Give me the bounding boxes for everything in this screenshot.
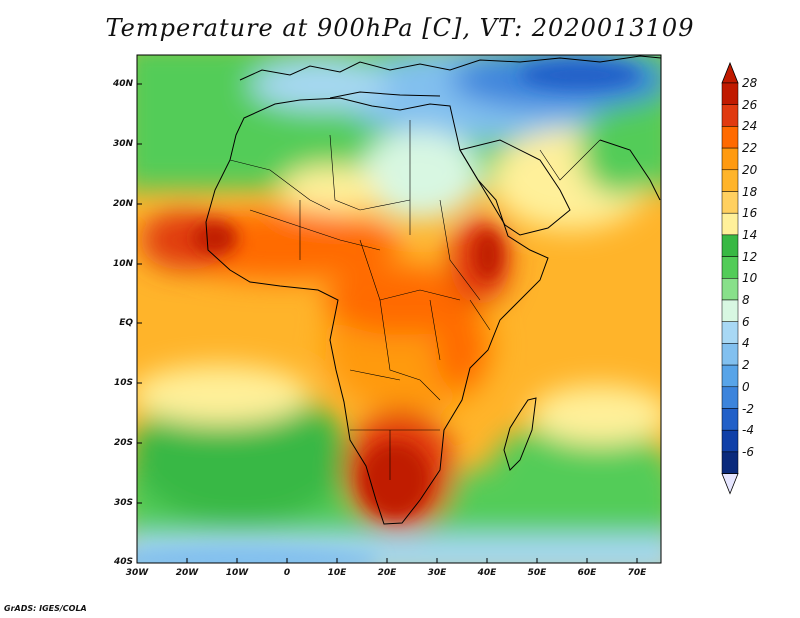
lon-label-20e: 20E bbox=[377, 568, 397, 578]
colorbar-label: 4 bbox=[742, 336, 750, 351]
lon-label-0: 0 bbox=[283, 568, 291, 578]
lat-label-30n: 30N bbox=[112, 139, 133, 149]
colorbar-label: 8 bbox=[742, 293, 750, 307]
colorbar-swatch bbox=[721, 147, 739, 171]
colorbar-label: 28 bbox=[742, 76, 758, 90]
colorbar-swatch bbox=[721, 169, 739, 192]
temperature-field bbox=[137, 55, 661, 563]
lon-label-50e: 50E bbox=[527, 568, 547, 578]
colorbar bbox=[721, 61, 739, 495]
colorbar-swatch bbox=[721, 191, 739, 214]
colorbar-label: 0 bbox=[742, 379, 750, 394]
colorbar-swatch bbox=[721, 256, 739, 279]
colorbar-label: -4 bbox=[742, 423, 754, 438]
colorbar-swatch bbox=[721, 126, 739, 149]
colorbar-swatch bbox=[721, 386, 739, 409]
colorbar-label: 24 bbox=[742, 119, 758, 134]
lon-label-70e: 70E bbox=[627, 568, 647, 578]
lat-label-40s: 40S bbox=[113, 557, 133, 567]
lat-label-10s: 10S bbox=[113, 378, 133, 388]
lon-label-30w: 30W bbox=[125, 568, 149, 578]
colorbar-swatch bbox=[721, 429, 739, 453]
colorbar-label: 2 bbox=[742, 358, 750, 373]
map-title: Temperature at 900hPa [C], VT: 202001310… bbox=[105, 14, 695, 42]
lon-label-10e: 10E bbox=[327, 568, 347, 578]
colorbar-swatch bbox=[721, 299, 739, 322]
lon-label-30e: 30E bbox=[427, 568, 447, 578]
lat-label-eq: EQ bbox=[119, 318, 133, 328]
lat-ticks bbox=[137, 83, 142, 504]
lat-label-20s: 20S bbox=[113, 438, 133, 448]
colorbar-label: 20 bbox=[742, 162, 758, 177]
lon-ticks bbox=[186, 558, 638, 563]
lon-label-10w: 10W bbox=[225, 568, 249, 578]
colorbar-swatch bbox=[721, 234, 739, 257]
colorbar-label: 6 bbox=[742, 314, 750, 329]
plot-frame bbox=[136, 54, 662, 564]
colorbar-label: 18 bbox=[742, 184, 758, 199]
colorbar-swatch bbox=[721, 408, 739, 431]
colorbar-swatch bbox=[721, 278, 739, 301]
colorbar-swatch bbox=[721, 104, 739, 127]
lon-label-20w: 20W bbox=[175, 568, 199, 578]
lat-label-40n: 40N bbox=[112, 79, 133, 89]
coastlines bbox=[205, 55, 661, 525]
grads-credit: GrADS: IGES/COLA bbox=[4, 604, 87, 613]
lat-label-30s: 30S bbox=[113, 498, 133, 508]
colorbar-label: 10 bbox=[742, 271, 758, 286]
colorbar-label: -2 bbox=[742, 401, 754, 416]
colorbar-top-arrow bbox=[721, 61, 739, 84]
colorbar-swatch bbox=[721, 321, 739, 344]
lat-label-10n: 10N bbox=[112, 259, 133, 269]
colorbar-label: 14 bbox=[742, 227, 758, 242]
lon-label-60e: 60E bbox=[577, 568, 597, 578]
colorbar-label: 26 bbox=[742, 97, 758, 112]
colorbar-label: 22 bbox=[742, 141, 758, 156]
colorbar-swatch bbox=[721, 451, 739, 474]
lon-label-40e: 40E bbox=[477, 568, 497, 578]
colorbar-swatch bbox=[721, 343, 739, 366]
colorbar-label: -6 bbox=[742, 444, 754, 459]
lat-label-20n: 20N bbox=[112, 199, 133, 209]
colorbar-swatch bbox=[721, 364, 739, 388]
colorbar-label: 12 bbox=[742, 249, 758, 264]
colorbar-bottom-arrow bbox=[721, 473, 739, 495]
colorbar-swatch bbox=[721, 82, 739, 105]
colorbar-swatch bbox=[721, 212, 739, 236]
country-borders bbox=[229, 120, 601, 480]
colorbar-label: 16 bbox=[742, 206, 758, 221]
